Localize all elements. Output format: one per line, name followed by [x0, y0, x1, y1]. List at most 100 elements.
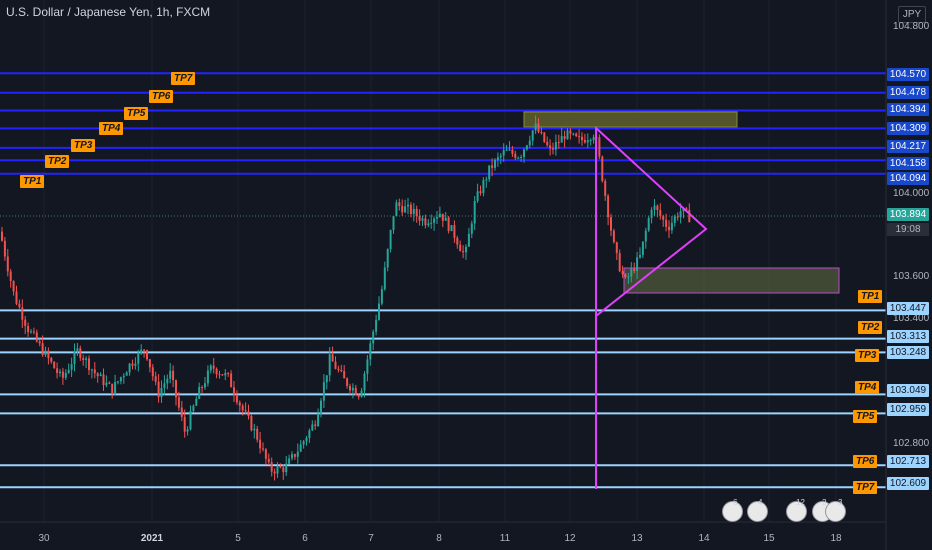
- candle-body: [441, 213, 444, 221]
- lower-tp6-price-tag: 102.713: [887, 455, 929, 468]
- time-axis-label: 15: [763, 533, 775, 544]
- candle-body: [404, 206, 407, 213]
- currency-label[interactable]: JPY: [898, 6, 926, 23]
- lower-tp1-label[interactable]: TP1: [858, 290, 883, 303]
- candle-body: [508, 149, 511, 151]
- candle-body: [3, 240, 6, 257]
- candle-body: [189, 410, 192, 430]
- upper-tp2-label[interactable]: TP2: [45, 155, 70, 168]
- candle-body: [154, 376, 157, 382]
- candle-body: [102, 374, 105, 386]
- lower-tp6-label[interactable]: TP6: [853, 455, 878, 468]
- candle-body: [96, 373, 99, 377]
- candle-body: [1, 231, 3, 241]
- candle-body: [241, 405, 244, 411]
- candle-body: [363, 373, 366, 391]
- candle-body: [233, 387, 235, 395]
- candle-body: [137, 352, 140, 364]
- candle-body: [540, 131, 543, 133]
- candlesticks: [1, 115, 691, 481]
- lower-tp5-label[interactable]: TP5: [853, 410, 878, 423]
- candle-body: [685, 208, 688, 211]
- candle-body: [79, 348, 82, 359]
- supply-zone[interactable]: [523, 111, 738, 128]
- event-count: 12: [796, 498, 805, 507]
- candle-body: [67, 369, 70, 373]
- candle-body: [305, 437, 308, 442]
- candle-body: [552, 148, 554, 150]
- upper-tp4-label[interactable]: TP4: [99, 122, 124, 135]
- candle-body: [302, 441, 305, 445]
- axis-price-label: 104.800: [893, 21, 930, 32]
- candle-body: [673, 216, 676, 223]
- demand-zone[interactable]: [623, 267, 840, 294]
- candle-body: [676, 216, 679, 218]
- upper-tp1-label[interactable]: TP1: [20, 175, 45, 188]
- candle-body: [53, 361, 56, 369]
- jp-flag-event-icon[interactable]: [747, 501, 768, 522]
- candle-body: [436, 217, 438, 219]
- candle-body: [293, 454, 296, 457]
- candle-body: [346, 378, 349, 386]
- us-flag-event-icon[interactable]: [786, 501, 807, 522]
- candle-body: [598, 137, 601, 157]
- candle-body: [479, 191, 482, 194]
- candle-body: [125, 372, 128, 376]
- candle-body: [621, 271, 624, 275]
- candle-body: [238, 402, 241, 406]
- candle-body: [143, 349, 146, 351]
- upper-tp3-price-tag: 104.217: [887, 140, 929, 153]
- candle-body: [607, 195, 610, 218]
- upper-tp5-label[interactable]: TP5: [124, 107, 149, 120]
- upper-tp6-label[interactable]: TP6: [149, 90, 174, 103]
- upper-tp3-label[interactable]: TP3: [71, 139, 96, 152]
- candle-body: [502, 150, 505, 156]
- lower-tp2-label[interactable]: TP2: [858, 321, 883, 334]
- lower-tp4-label[interactable]: TP4: [855, 381, 880, 394]
- upper-tp7-label[interactable]: TP7: [171, 72, 196, 85]
- candle-body: [433, 218, 436, 223]
- candle-body: [192, 405, 195, 411]
- lower-tp3-price-tag: 103.248: [887, 346, 929, 359]
- candle-body: [372, 331, 375, 344]
- candle-body: [24, 319, 27, 326]
- candle-body: [146, 350, 148, 360]
- time-axis-label: 13: [631, 533, 643, 544]
- candle-body: [212, 365, 215, 369]
- candle-body: [549, 145, 552, 149]
- us-flag-event-icon[interactable]: [722, 501, 743, 522]
- candle-body: [140, 349, 143, 353]
- candle-body: [401, 206, 404, 213]
- candle-body: [218, 374, 221, 376]
- candle-body: [163, 383, 166, 389]
- candle-body: [64, 372, 67, 378]
- candle-body: [314, 424, 317, 427]
- candle-body: [592, 137, 595, 141]
- event-count: 3: [838, 498, 843, 507]
- upper-tp1-price-tag: 104.094: [887, 172, 929, 185]
- candle-body: [578, 136, 581, 138]
- candle-body: [215, 368, 218, 375]
- symbol-title[interactable]: U.S. Dollar / Japanese Yen, 1h, FXCM: [6, 5, 211, 19]
- time-axis-label: 11: [499, 533, 511, 544]
- candle-body: [354, 387, 357, 395]
- candle-body: [523, 149, 525, 157]
- candle-body: [160, 388, 163, 398]
- lower-tp1-price-tag: 103.447: [887, 302, 929, 315]
- jp-flag-event-icon[interactable]: [825, 501, 846, 522]
- candle-body: [279, 466, 282, 468]
- candle-body: [21, 307, 24, 320]
- candle-body: [383, 267, 386, 290]
- lower-tp3-label[interactable]: TP3: [855, 349, 880, 362]
- time-axis-label: 8: [436, 533, 442, 544]
- candle-body: [398, 202, 401, 207]
- candle-body: [575, 133, 578, 137]
- candle-body: [366, 359, 369, 374]
- candle-body: [288, 458, 291, 464]
- candle-body: [528, 140, 531, 146]
- candle-body: [264, 449, 267, 459]
- lower-tp7-label[interactable]: TP7: [853, 481, 878, 494]
- upper-tp4-price-tag: 104.309: [887, 122, 929, 135]
